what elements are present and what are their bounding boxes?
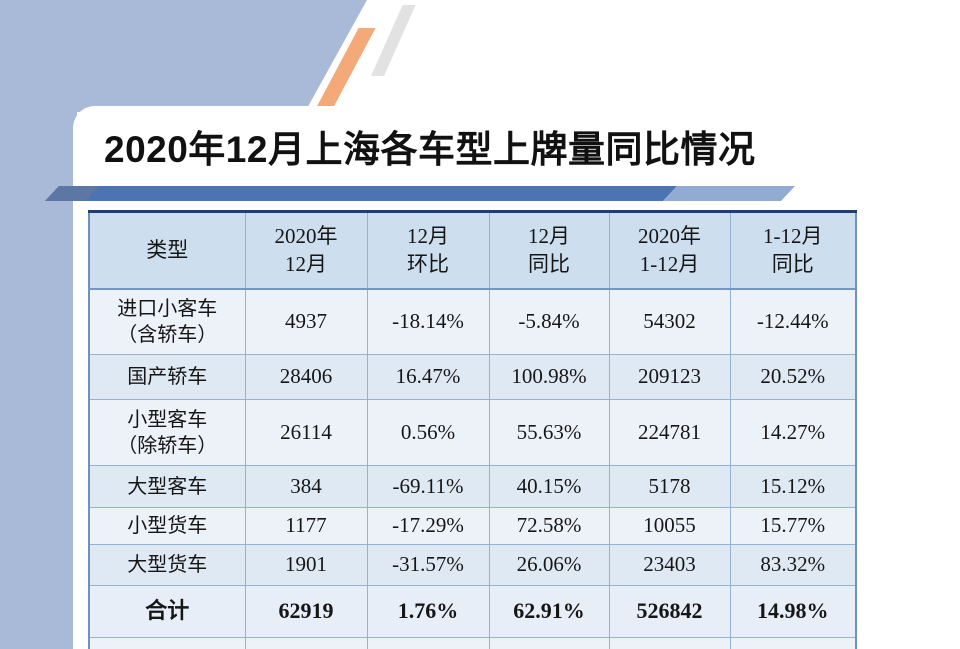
row-label: 进口小客车 （含轿车）: [88, 288, 246, 355]
table-cell: 83.32%: [729, 544, 857, 586]
table-cell: [608, 637, 731, 649]
table-cell: 55.63%: [488, 399, 610, 466]
column-header-type: 类型: [88, 210, 246, 290]
table-cell: 1901: [244, 544, 368, 586]
table-cell: 62.91%: [488, 585, 610, 638]
table-cell: 0.56%: [366, 399, 490, 466]
row-label: 小型客车 （除轿车）: [88, 399, 246, 466]
row-label: 大型客车: [88, 465, 246, 508]
table-row-large-truck: 大型货车 1901 -31.57% 26.06% 23403 83.32%: [88, 544, 857, 586]
column-header-ytd: 2020年 1-12月: [608, 210, 731, 290]
table-cell: 15.77%: [729, 507, 857, 545]
table-cell: 10055: [608, 507, 731, 545]
column-header-dec-mom: 12月 环比: [366, 210, 490, 290]
table-cell: 54302: [608, 288, 731, 355]
table-cell: 526842: [608, 585, 731, 638]
table-cell: 224781: [608, 399, 731, 466]
table-cell: -5.84%: [488, 288, 610, 355]
table-row-small-bus: 小型客车 （除轿车） 26114 0.56% 55.63% 224781 14.…: [88, 399, 857, 466]
table-row-small-truck: 小型货车 1177 -17.29% 72.58% 10055 15.77%: [88, 507, 857, 545]
table-cell: 4937: [244, 288, 368, 355]
table-row-imported-passenger: 进口小客车 （含轿车） 4937 -18.14% -5.84% 54302 -1…: [88, 288, 857, 355]
registration-table: 类型 2020年 12月 12月 环比 12月 同比 2020年 1-12: [88, 210, 857, 649]
table-cell: 20.52%: [729, 354, 857, 400]
table-cell: 15.12%: [729, 465, 857, 508]
table-row-cutoff: [88, 637, 857, 649]
table-cell: 16.47%: [366, 354, 490, 400]
table-cell: 209123: [608, 354, 731, 400]
title-underline-bar-end: [663, 186, 795, 201]
header-row: 类型 2020年 12月 12月 环比 12月 同比 2020年 1-12: [88, 210, 857, 290]
column-header-dec2020: 2020年 12月: [244, 210, 368, 290]
table-cell: 384: [244, 465, 368, 508]
table-cell: 40.15%: [488, 465, 610, 508]
gray-stripe-decoration: [371, 5, 416, 76]
row-label: 合计: [88, 585, 246, 638]
table-cell: -12.44%: [729, 288, 857, 355]
page-title: 2020年12月上海各车型上牌量同比情况: [104, 129, 756, 170]
column-header-ytd-yoy: 1-12月 同比: [729, 210, 857, 290]
table-cell: 14.27%: [729, 399, 857, 466]
table-cell: 72.58%: [488, 507, 610, 545]
table-cell: 5178: [608, 465, 731, 508]
table-cell: 14.98%: [729, 585, 857, 638]
table-cell: -31.57%: [366, 544, 490, 586]
table-cell: -17.29%: [366, 507, 490, 545]
table-cell: 23403: [608, 544, 731, 586]
background-top-diagonal: [0, 0, 367, 112]
table-row-large-bus: 大型客车 384 -69.11% 40.15% 5178 15.12%: [88, 465, 857, 508]
table-cell: [88, 637, 246, 649]
table-cell: [244, 637, 368, 649]
table-cell: 1177: [244, 507, 368, 545]
row-label: 国产轿车: [88, 354, 246, 400]
table-cell: 26.06%: [488, 544, 610, 586]
table-cell: -69.11%: [366, 465, 490, 508]
title-underline-bar: [45, 186, 677, 201]
table-cell: 62919: [244, 585, 368, 638]
table-cell: 100.98%: [488, 354, 610, 400]
row-label: 小型货车: [88, 507, 246, 545]
table-cell: [729, 637, 857, 649]
table-cell: 1.76%: [366, 585, 490, 638]
table-row-total: 合计 62919 1.76% 62.91% 526842 14.98%: [88, 585, 857, 638]
table-cell: -18.14%: [366, 288, 490, 355]
row-label: 大型货车: [88, 544, 246, 586]
table-cell: [488, 637, 610, 649]
table-cell: 26114: [244, 399, 368, 466]
table-row-domestic-sedan: 国产轿车 28406 16.47% 100.98% 209123 20.52%: [88, 354, 857, 400]
table-cell: 28406: [244, 354, 368, 400]
table-cell: [366, 637, 490, 649]
column-header-dec-yoy: 12月 同比: [488, 210, 610, 290]
